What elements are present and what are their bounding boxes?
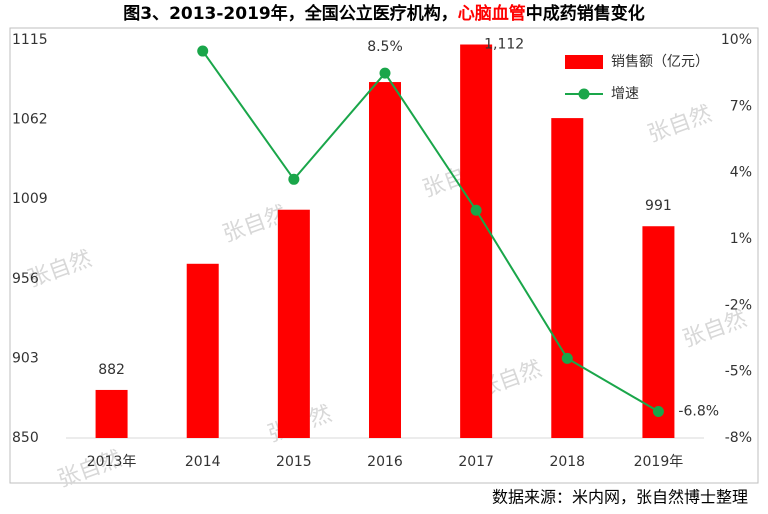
- x-tick-label: 2019年: [634, 454, 684, 470]
- legend-swatch: [565, 55, 603, 69]
- y-tick-label: 1115: [12, 32, 48, 48]
- x-tick-label: 2015: [276, 454, 312, 470]
- title-part: 中成药销售变化: [526, 3, 645, 24]
- y-tick-label: 956: [12, 271, 39, 287]
- line-label: 8.5%: [367, 39, 403, 55]
- growth-point: [288, 173, 300, 185]
- x-tick-label: 2014: [185, 454, 221, 470]
- bar: [95, 389, 128, 438]
- bar-label: 1,112: [484, 37, 524, 53]
- y2-tick-label: 7%: [730, 98, 752, 114]
- growth-point: [470, 204, 482, 216]
- y2-tick-label: -5%: [725, 364, 752, 380]
- bar: [551, 118, 584, 438]
- growth-point: [652, 405, 664, 417]
- y-tick-label: 1062: [12, 112, 48, 128]
- legend-swatch: [578, 88, 590, 100]
- y-tick-label: 903: [12, 350, 39, 366]
- x-tick-label: 2013年: [87, 454, 137, 470]
- growth-point: [561, 352, 573, 364]
- line-label: -6.8%: [678, 403, 719, 419]
- bar: [460, 44, 493, 438]
- legend-label: 增速: [611, 86, 639, 102]
- growth-line: [201, 50, 659, 413]
- y-tick-label: 1009: [12, 191, 48, 207]
- bar: [186, 263, 219, 438]
- y2-tick-label: 10%: [721, 32, 752, 48]
- bar: [277, 209, 310, 438]
- legend-label: 销售额（亿元）: [611, 54, 709, 70]
- y2-tick-label: 1%: [730, 231, 752, 247]
- bar-label: 882: [98, 362, 125, 378]
- bar-label: 991: [645, 198, 672, 214]
- y-tick-label: 850: [12, 430, 39, 446]
- x-tick-label: 2016: [367, 454, 403, 470]
- title-part: 图3、2013-2019年，全国公立医疗机构，: [123, 3, 458, 24]
- growth-point: [379, 67, 391, 79]
- x-tick-label: 2018: [549, 454, 585, 470]
- x-tick-label: 2017: [458, 454, 494, 470]
- chart-title: 图3、2013-2019年，全国公立医疗机构，心脑血管中成药销售变化: [123, 3, 645, 24]
- y2-tick-label: -8%: [725, 430, 752, 446]
- source-note: 数据来源：米内网，张自然博士整理: [492, 488, 748, 507]
- y2-tick-label: 4%: [730, 165, 752, 181]
- title-highlight: 心脑血管: [458, 3, 526, 24]
- bar: [369, 82, 401, 439]
- bar: [642, 226, 675, 438]
- growth-point: [197, 45, 209, 57]
- y2-tick-label: -2%: [725, 297, 752, 313]
